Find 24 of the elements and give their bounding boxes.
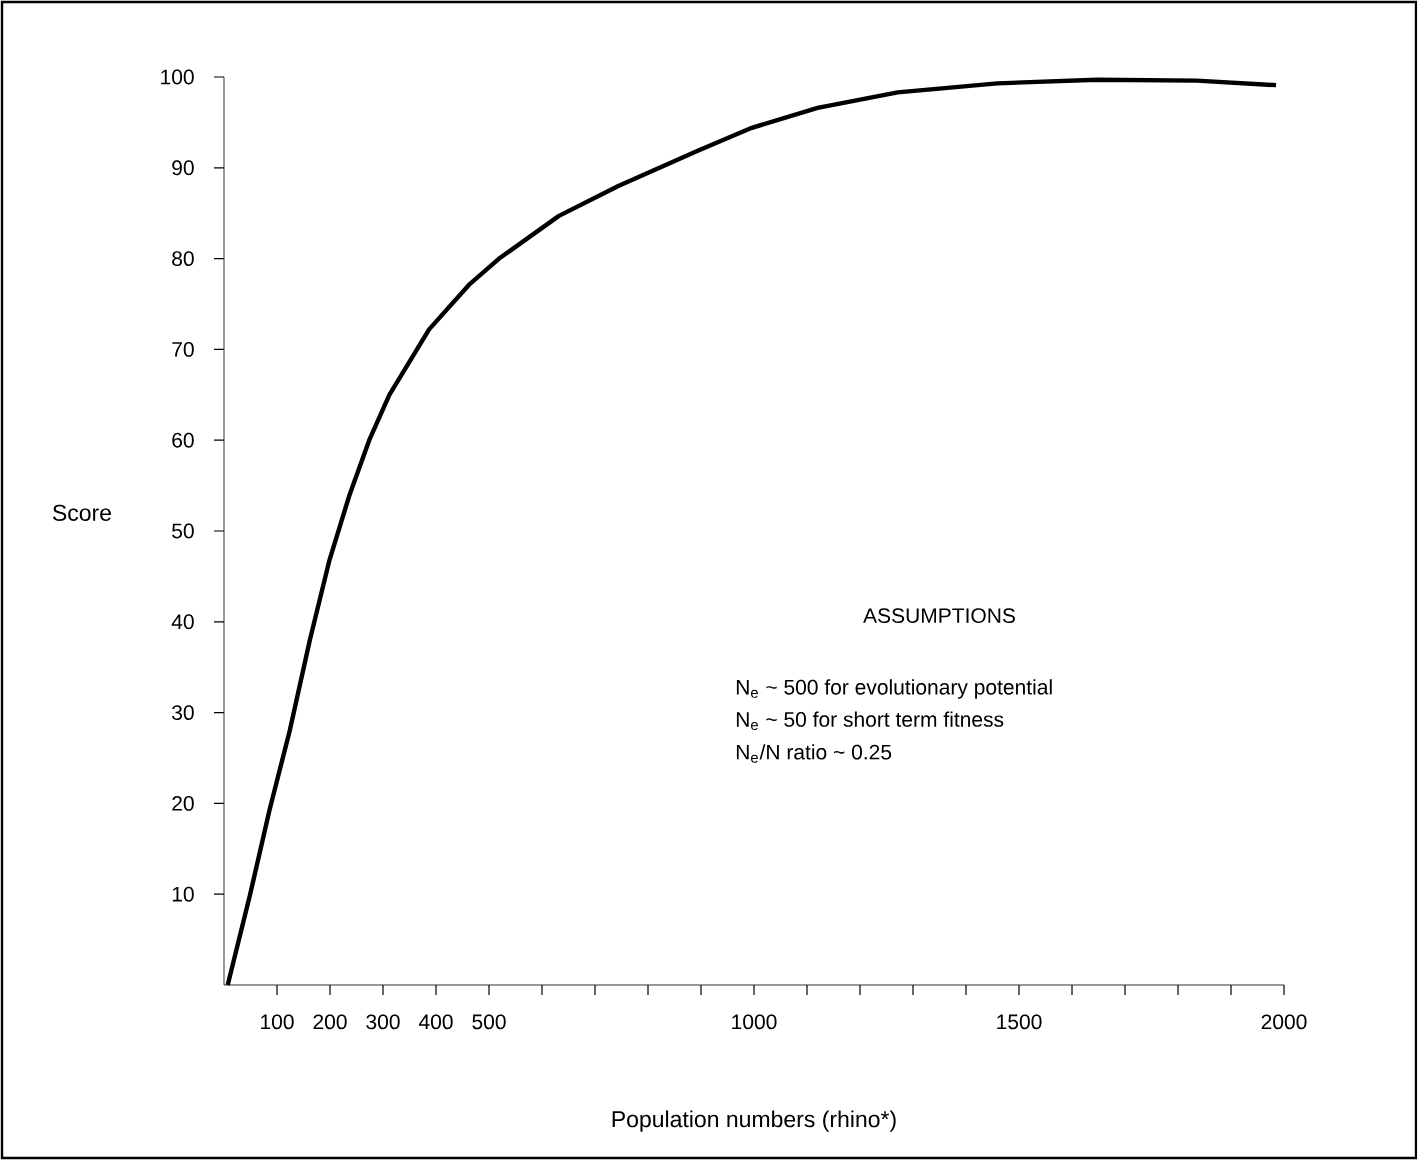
annotation: N$_{e}$/N ratio ~ 0.25: [736, 744, 892, 763]
y-tick-label: 50: [172, 523, 194, 539]
x-tick-label: 2000: [1261, 1014, 1307, 1030]
y-tick-label: 60: [172, 432, 194, 448]
y-tick-label: 40: [171, 614, 194, 630]
y-axis-title: Score: [52, 504, 111, 521]
y-tick-label: 10: [172, 886, 194, 902]
y-tick-label: 30: [172, 705, 194, 721]
x-tick-label: 1000: [732, 1014, 777, 1030]
x-tick-label: 400: [418, 1014, 453, 1030]
y-tick-label: 80: [172, 251, 194, 267]
x-tick-label: 500: [472, 1014, 506, 1030]
annotation: N$_{e}$ ~ 50 for short term fitness: [736, 711, 1004, 731]
y-tick-label: 100: [161, 69, 194, 85]
x-axis-title: Population numbers (rhino*): [612, 1110, 896, 1132]
x-tick-label: 100: [261, 1014, 294, 1030]
x-tick-label: 1500: [997, 1014, 1042, 1030]
x-tick-label: 300: [366, 1014, 400, 1030]
x-tick-label: 200: [313, 1014, 347, 1030]
y-tick-label: 90: [172, 160, 194, 176]
annotation: N$_{e}$ ~ 500 for evolutionary potential: [736, 679, 1052, 699]
annotation: ASSUMPTIONS: [863, 608, 1015, 624]
y-tick-label: 20: [172, 795, 194, 811]
y-tick-label: 70: [172, 341, 194, 357]
